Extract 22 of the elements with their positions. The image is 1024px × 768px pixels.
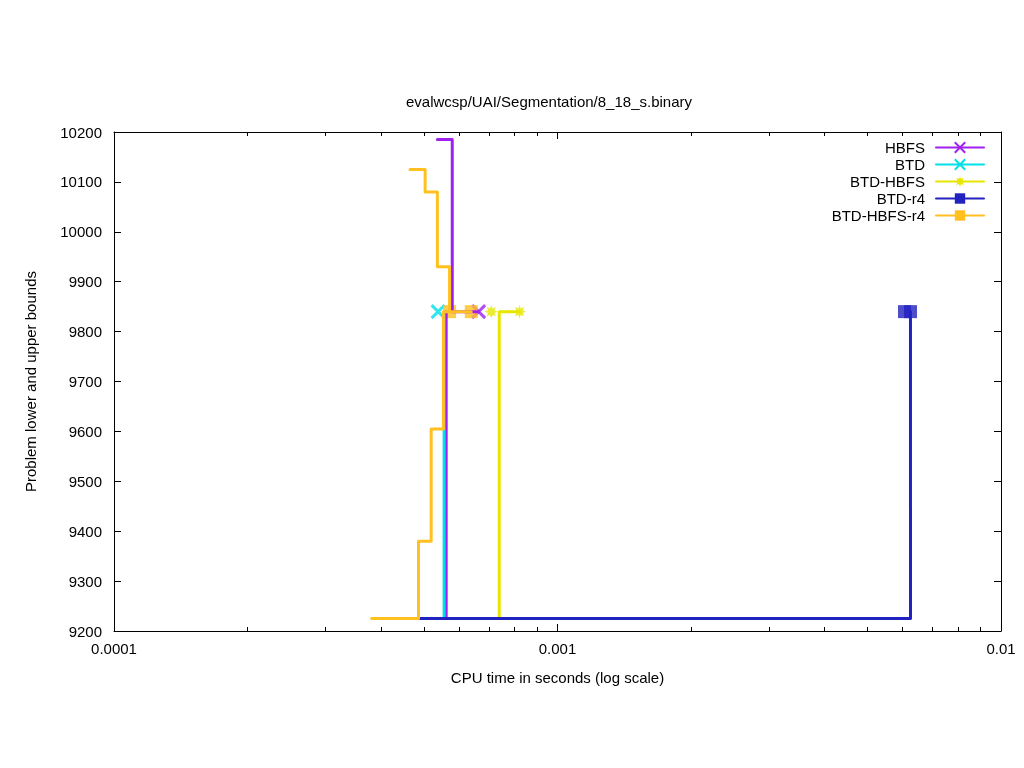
y-tick-label: 9600 [68,422,102,440]
legend-label: BTD-r4 [876,190,925,207]
y-tick-label: 9700 [68,373,102,390]
y-tick-label: 9500 [68,472,102,490]
legend-label: HBFS [884,139,925,156]
legend-label: BTD-HBFS [850,173,925,190]
y-tick-label: 10200 [60,123,102,141]
y-tick-label: 9200 [68,622,102,640]
y-tick-label: 9400 [68,522,102,540]
y-tick-label: 9900 [68,273,102,291]
legend-label: BTD [895,156,926,173]
x-tick-label: 0.001 [538,640,577,657]
y-tick-label: 9300 [68,572,102,590]
y-tick-label: 10100 [60,173,102,191]
x-tick-label: 0.01 [986,640,1016,657]
legend-label: BTD-HBFS-r4 [831,207,925,224]
y-axis-title: Problem lower and upper bounds [22,271,39,492]
chart-title: evalwcsp/UAI/Segmentation/8_18_s.binary [406,93,693,110]
x-tick-label: 0.0001 [91,640,137,657]
y-tick-label: 9800 [68,323,102,341]
x-axis-title: CPU time in seconds (log scale) [450,669,665,686]
y-tick-label: 10000 [60,223,102,241]
